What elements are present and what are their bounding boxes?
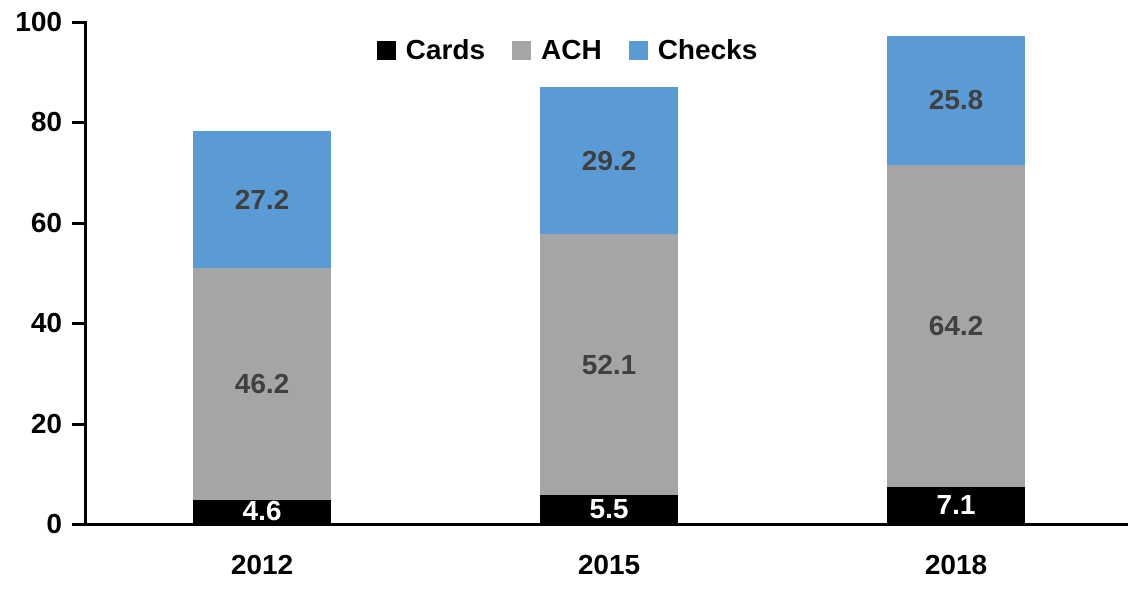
legend-swatch-checks <box>628 40 648 60</box>
bar-segment-ach-2012: 46.2 <box>193 267 331 500</box>
legend-entry-checks: Checks <box>628 34 758 65</box>
y-axis-tick-label: 0 <box>46 508 62 539</box>
bar-value-label: 25.8 <box>928 84 984 116</box>
y-axis-tick <box>72 121 84 124</box>
legend-label: ACH <box>541 34 602 65</box>
x-axis-label-2015: 2015 <box>577 549 641 580</box>
y-axis-tick <box>72 423 84 426</box>
chart-legend: Cards ACH Checks <box>0 36 1134 64</box>
legend-swatch-cards <box>376 40 396 60</box>
y-axis-tick <box>72 322 84 325</box>
bar-value-label: 5.5 <box>589 493 629 525</box>
legend-label: Cards <box>405 34 486 65</box>
bar-segment-checks-2015: 29.2 <box>540 87 678 234</box>
bar-segment-cards-2012: 4.6 <box>193 495 331 527</box>
bar-value-label: 4.6 <box>242 495 282 527</box>
bar-segment-cards-2015: 5.5 <box>540 495 678 523</box>
bar-segment-checks-2018: 25.8 <box>887 35 1025 166</box>
y-axis-tick-label: 100 <box>15 6 62 37</box>
x-axis-line <box>84 523 1128 526</box>
y-axis-tick-label: 80 <box>30 106 62 137</box>
bar-value-label: 27.2 <box>234 183 290 215</box>
y-axis-tick-label: 60 <box>30 207 62 238</box>
bar-segment-ach-2015: 52.1 <box>540 233 678 496</box>
y-axis-tick-label: 40 <box>30 307 62 338</box>
y-axis-tick <box>72 523 84 526</box>
y-axis-tick <box>72 222 84 225</box>
legend-entry-cards: Cards <box>376 34 486 65</box>
legend-label: Checks <box>657 34 758 65</box>
y-axis-tick-label: 20 <box>30 408 62 439</box>
bar-value-label: 46.2 <box>234 367 290 399</box>
bar-segment-checks-2012: 27.2 <box>193 131 331 268</box>
bar-segment-cards-2018: 7.1 <box>887 487 1025 523</box>
bar-value-label: 52.1 <box>581 348 637 380</box>
x-axis-label-2012: 2012 <box>230 549 294 580</box>
x-axis-label-2018: 2018 <box>924 549 988 580</box>
legend-entry-ach: ACH <box>512 36 602 64</box>
bar-value-label: 64.2 <box>928 310 984 342</box>
bar-value-label: 7.1 <box>936 489 976 521</box>
bar-value-label: 29.2 <box>581 144 637 176</box>
y-axis-line <box>84 21 87 526</box>
legend-swatch-ach <box>512 40 532 60</box>
y-axis-tick <box>72 21 84 24</box>
bar-segment-ach-2018: 64.2 <box>887 165 1025 488</box>
